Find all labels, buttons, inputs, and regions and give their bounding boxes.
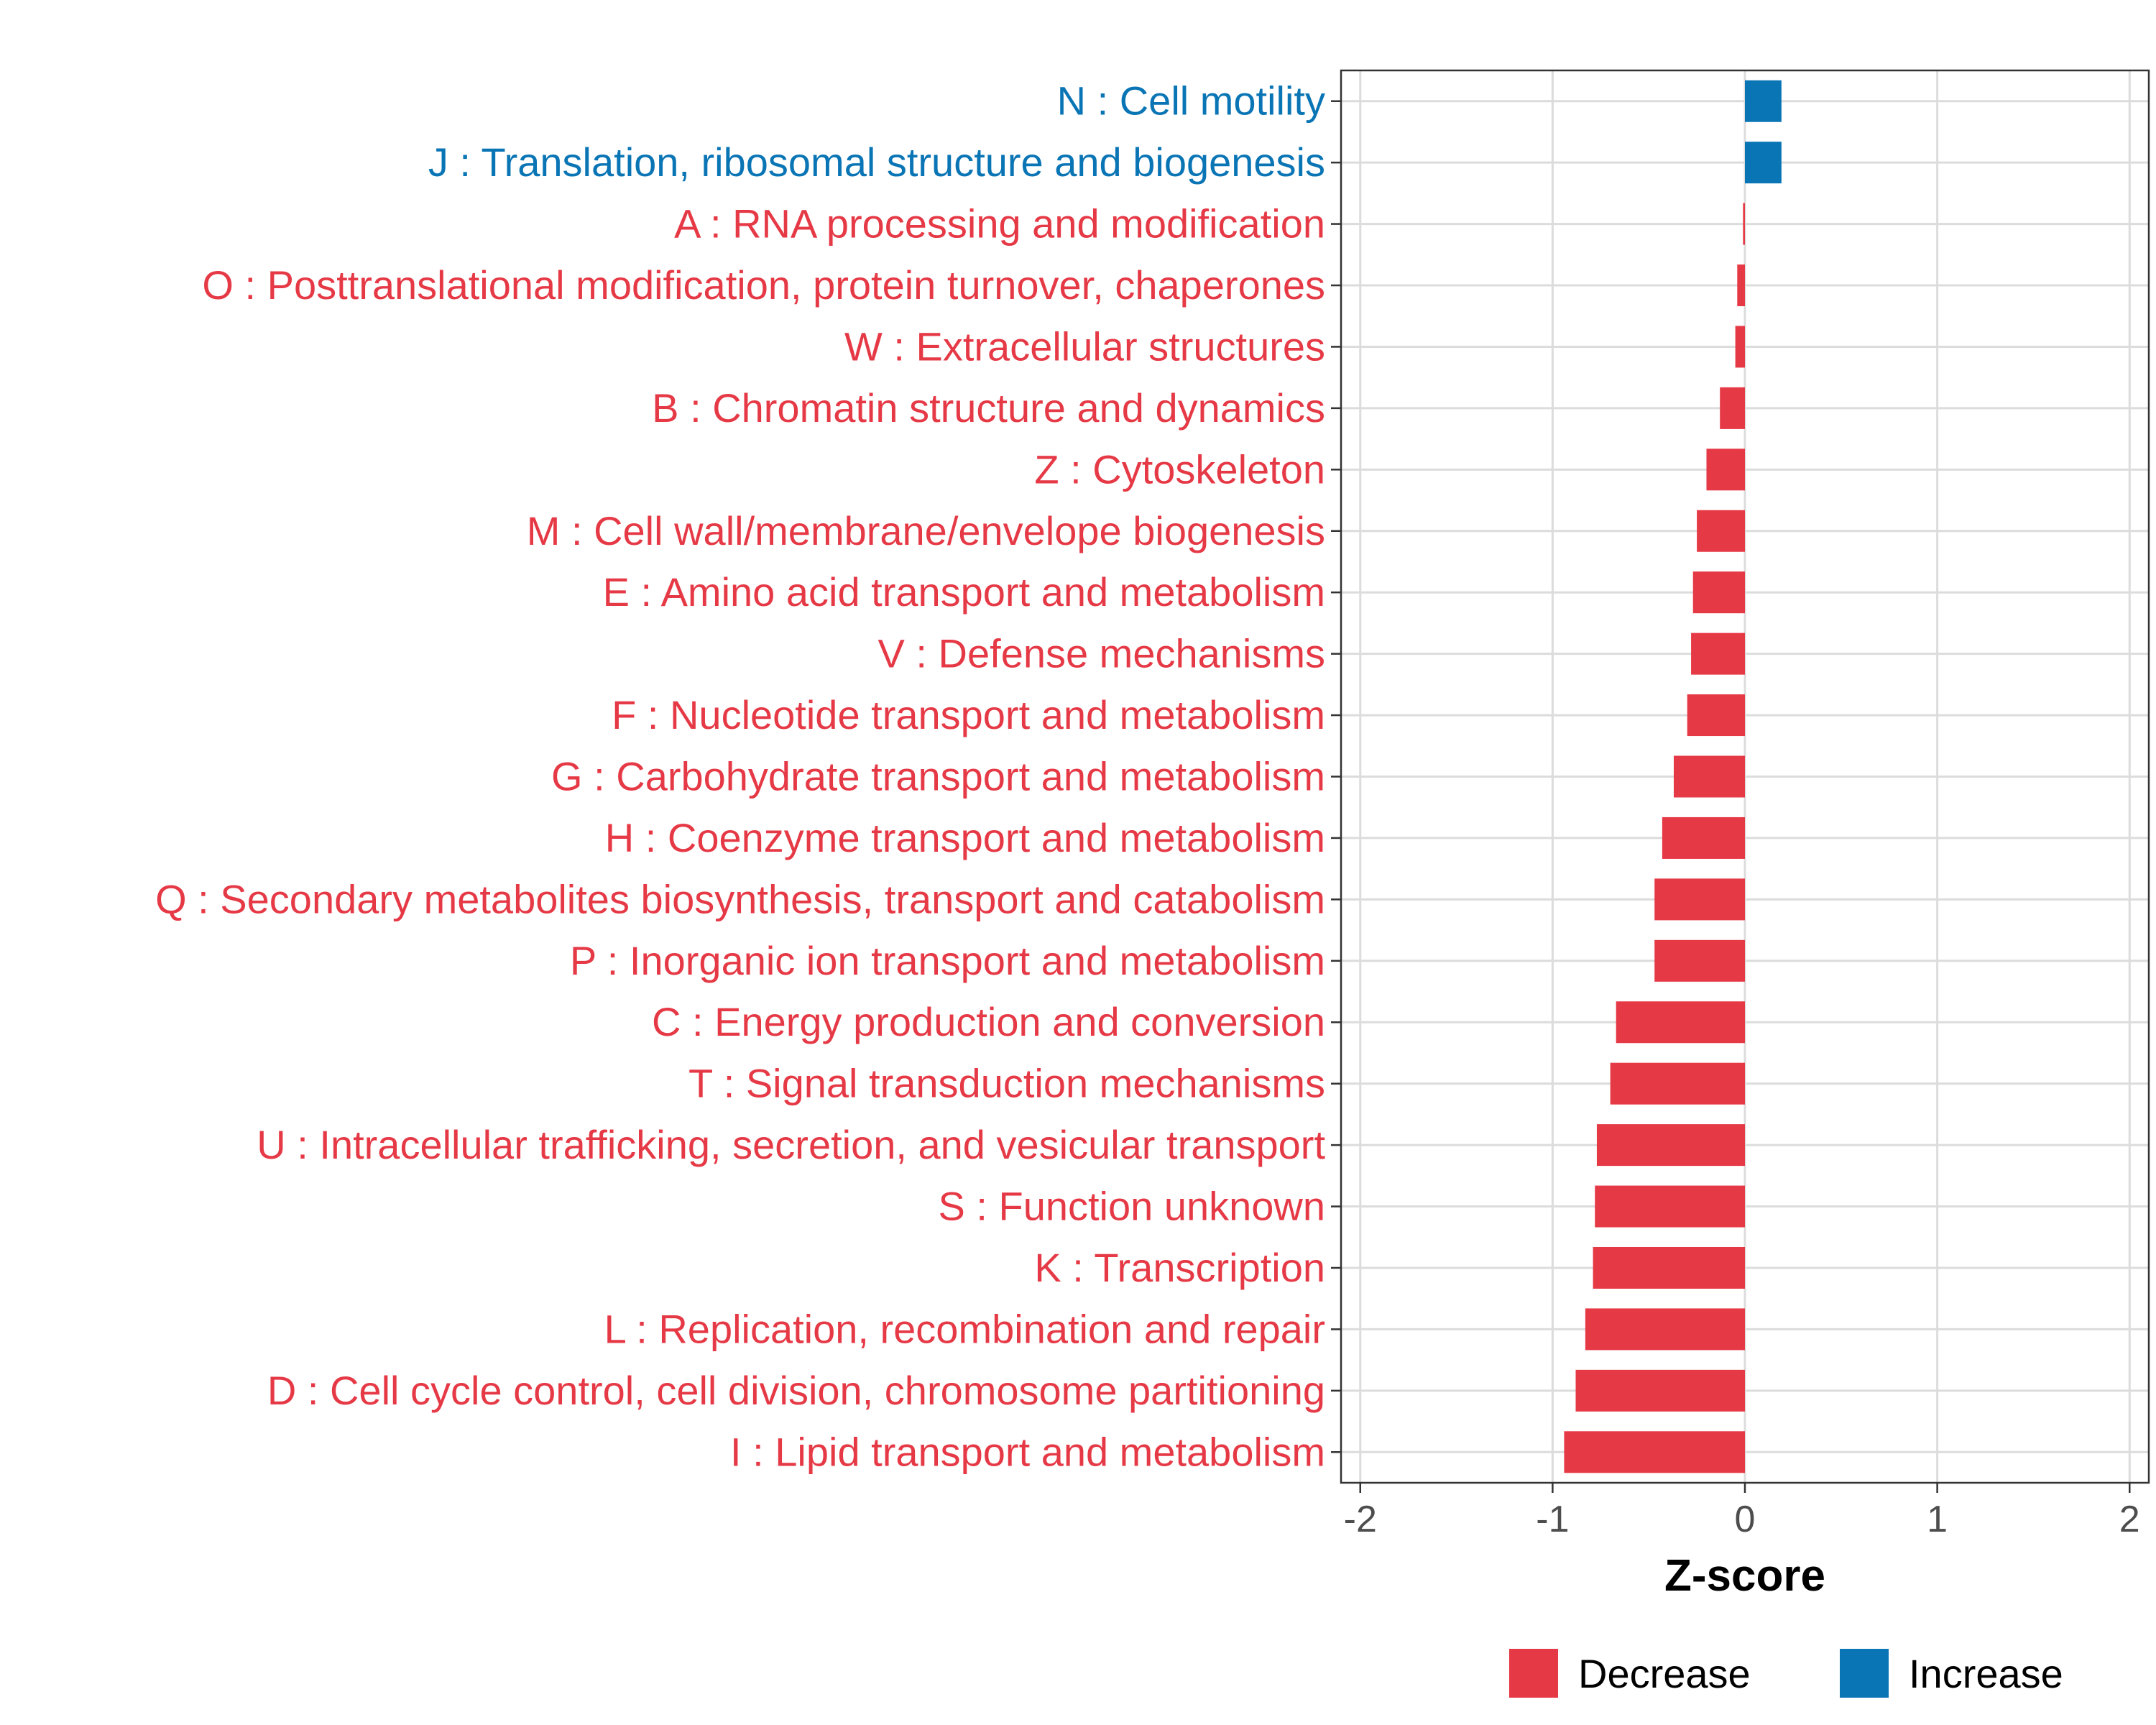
category-label: Q : Secondary metabolites biosynthesis, … — [155, 876, 1325, 921]
bar-z — [1706, 448, 1745, 491]
category-label: A : RNA processing and modification — [674, 201, 1325, 247]
category-label: L : Replication, recombination and repai… — [604, 1306, 1325, 1351]
bar-v — [1691, 632, 1745, 675]
bar-t — [1610, 1062, 1745, 1105]
category-label: K : Transcription — [1034, 1245, 1325, 1290]
y-axis-ticks — [1331, 100, 1341, 1453]
bar-k — [1593, 1246, 1745, 1289]
legend-swatch-decrease — [1509, 1649, 1558, 1698]
category-label: D : Cell cycle control, cell division, c… — [267, 1368, 1325, 1413]
bar-a — [1743, 203, 1745, 245]
bar-c — [1616, 1001, 1745, 1044]
bar-i — [1564, 1431, 1745, 1473]
x-tick-label: 2 — [2119, 1499, 2140, 1540]
category-label: S : Function unknown — [938, 1184, 1325, 1229]
category-label: I : Lipid transport and metabolism — [730, 1429, 1325, 1474]
x-tick-label: -2 — [1344, 1499, 1377, 1540]
bar-j — [1745, 142, 1782, 184]
category-label: W : Extracellular structures — [844, 323, 1325, 369]
bar-h — [1662, 816, 1745, 859]
category-label: H : Coenzyme transport and metabolism — [605, 815, 1325, 860]
category-label: V : Defense mechanisms — [878, 631, 1325, 676]
category-label: P : Inorganic ion transport and metaboli… — [570, 938, 1325, 983]
category-label: G : Carbohydrate transport and metabolis… — [551, 754, 1325, 799]
category-label: M : Cell wall/membrane/envelope biogenes… — [527, 508, 1325, 553]
bars — [1564, 80, 1782, 1473]
bar-g — [1673, 755, 1745, 798]
bar-u — [1596, 1124, 1745, 1167]
x-axis-ticks — [1359, 1483, 2131, 1493]
category-label: U : Intracellular trafficking, secretion… — [257, 1122, 1325, 1167]
category-label: C : Energy production and conversion — [652, 999, 1325, 1044]
category-label: N : Cell motility — [1057, 78, 1325, 124]
bar-s — [1595, 1185, 1745, 1228]
legend-swatch-increase — [1840, 1649, 1889, 1698]
bar-n — [1745, 80, 1782, 122]
bar-b — [1720, 387, 1745, 429]
bar-w — [1735, 326, 1745, 368]
category-label: F : Nucleotide transport and metabolism — [612, 692, 1325, 737]
legend-label-increase: Increase — [1909, 1651, 2063, 1696]
bar-e — [1692, 571, 1745, 614]
bar-l — [1585, 1308, 1745, 1351]
category-label: O : Posttranslational modification, prot… — [202, 262, 1325, 308]
x-axis-tick-labels: -2 -1 0 1 2 — [1344, 1499, 2140, 1540]
bar-q — [1654, 878, 1745, 921]
category-label: Z : Cytoskeleton — [1034, 446, 1325, 492]
category-label: B : Chromatin structure and dynamics — [652, 385, 1325, 431]
bar-f — [1687, 694, 1745, 737]
y-axis-labels: N : Cell motility J : Translation, riboso… — [155, 78, 1325, 1475]
x-tick-label: 0 — [1735, 1499, 1756, 1540]
category-label: J : Translation, ribosomal structure and… — [428, 139, 1325, 185]
bar-m — [1697, 510, 1745, 552]
x-tick-label: -1 — [1536, 1499, 1569, 1540]
category-label: E : Amino acid transport and metabolism — [603, 569, 1325, 615]
bar-p — [1654, 939, 1745, 982]
x-axis-title: Z-score — [1664, 1551, 1825, 1601]
bar-o — [1737, 264, 1745, 307]
legend: Decrease Increase — [1509, 1649, 2063, 1698]
bar-d — [1575, 1369, 1745, 1412]
x-tick-label: 1 — [1927, 1499, 1948, 1540]
category-label: T : Signal transduction mechanisms — [688, 1061, 1325, 1106]
legend-label-decrease: Decrease — [1578, 1651, 1751, 1696]
